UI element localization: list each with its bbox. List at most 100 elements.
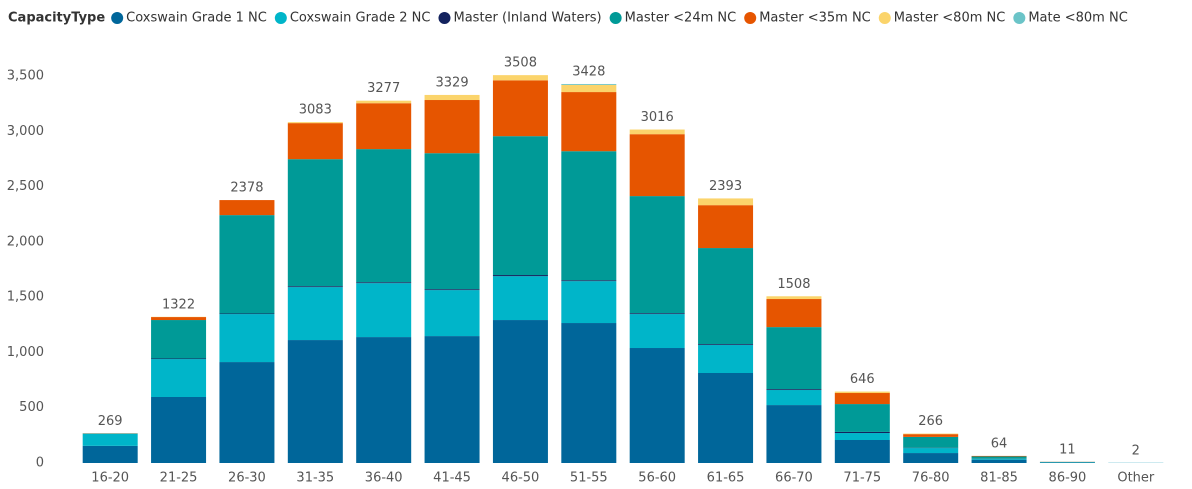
- total-label: 11: [1059, 442, 1076, 457]
- y-tick-label: 500: [19, 400, 44, 415]
- bar-segment: [629, 196, 685, 314]
- bar-segment: [219, 313, 275, 315]
- bar-segment: [219, 314, 275, 363]
- bar-segment: [424, 289, 480, 291]
- bar-segment: [834, 431, 890, 434]
- x-tick-label: 21-25: [160, 471, 198, 486]
- total-label: 1508: [777, 277, 810, 292]
- x-tick-label: 81-85: [980, 471, 1018, 486]
- total-label: 2378: [230, 181, 263, 196]
- x-tick-label: Other: [1117, 471, 1155, 486]
- x-tick-label: 31-35: [296, 471, 334, 486]
- bar-segment: [698, 248, 754, 345]
- bar-segment: [561, 281, 617, 324]
- bar-segment: [629, 134, 685, 197]
- bar-segment: [219, 200, 275, 216]
- bar-segment: [424, 336, 480, 463]
- bar-segment: [492, 276, 548, 321]
- bar-segment: [424, 290, 480, 337]
- bar-segment: [903, 448, 959, 454]
- bar-segment: [698, 373, 754, 463]
- legend-swatch: [111, 12, 124, 24]
- bar-segment: [698, 344, 754, 346]
- x-tick-label: 86-90: [1049, 471, 1087, 486]
- bar-segment: [561, 84, 617, 93]
- x-tick-label: 16-20: [91, 471, 129, 486]
- bar-segment: [903, 453, 959, 463]
- y-tick-label: 1,000: [7, 345, 44, 360]
- legend-swatch: [274, 12, 287, 24]
- bar-segment: [766, 296, 822, 300]
- bar-segment: [629, 313, 685, 315]
- y-tick-label: 1,500: [7, 290, 44, 305]
- bar-segment: [356, 337, 412, 463]
- bar-segment: [287, 123, 343, 160]
- total-label: 3277: [367, 81, 400, 96]
- bar-segment: [698, 198, 754, 206]
- bar-segment: [82, 445, 138, 463]
- bar-segment: [698, 205, 754, 249]
- x-tick-label: 56-60: [638, 471, 676, 486]
- bar-segment: [151, 396, 207, 463]
- legend-swatch: [1013, 12, 1026, 24]
- bar-segment: [971, 458, 1027, 460]
- bar-segment: [492, 75, 548, 81]
- bar-segment: [219, 362, 275, 463]
- bar-segment: [287, 287, 343, 341]
- legend-label: Master <24m NC: [625, 11, 737, 26]
- bar-segment: [287, 159, 343, 287]
- total-label: 2: [1132, 443, 1140, 458]
- total-label: 266: [918, 414, 943, 429]
- total-label: 2393: [709, 179, 742, 194]
- bar-segment: [766, 299, 822, 328]
- y-tick-label: 0: [36, 456, 44, 471]
- bar-segment: [903, 433, 959, 435]
- bar-segment: [834, 404, 890, 432]
- bar-segment: [492, 320, 548, 463]
- bar-segment: [766, 389, 822, 391]
- bar-segment: [151, 320, 207, 359]
- bar-segment: [971, 459, 1027, 463]
- bar-segment: [834, 440, 890, 463]
- bar-segment: [424, 153, 480, 290]
- bar-segment: [287, 286, 343, 288]
- x-tick-label: 26-30: [228, 471, 266, 486]
- bar-segment: [629, 314, 685, 349]
- bar-segment: [424, 100, 480, 154]
- legend-label: Master <80m NC: [894, 11, 1006, 26]
- total-label: 269: [98, 414, 123, 429]
- bar-segment: [903, 434, 959, 437]
- bar-segment: [287, 122, 343, 124]
- bar-segment: [287, 340, 343, 463]
- total-label: 64: [991, 436, 1008, 451]
- bar-segment: [766, 405, 822, 463]
- legend-swatch: [609, 12, 622, 24]
- bar-segment: [561, 92, 617, 152]
- y-tick-label: 2,000: [7, 234, 44, 249]
- legend-label: Coxswain Grade 2 NC: [290, 11, 431, 26]
- bar-segment: [903, 436, 959, 448]
- bar-segment: [971, 456, 1027, 459]
- bar-segment: [356, 282, 412, 284]
- x-tick-label: 41-45: [433, 471, 471, 486]
- bar-segment: [151, 359, 207, 397]
- x-tick-label: 71-75: [843, 471, 881, 486]
- bar-segment: [629, 348, 685, 463]
- legend-swatch: [878, 12, 891, 24]
- legend-label: Coxswain Grade 1 NC: [126, 11, 267, 26]
- total-label: 1322: [162, 297, 195, 312]
- bar-segment: [356, 103, 412, 150]
- y-tick-label: 3,500: [7, 69, 44, 84]
- legend-label: Master <35m NC: [759, 11, 871, 26]
- total-label: 3083: [299, 103, 332, 118]
- bar-segment: [766, 390, 822, 406]
- bar-segment: [834, 433, 890, 441]
- bar-segment: [356, 100, 412, 104]
- bar-segment: [629, 129, 685, 135]
- y-tick-label: 3,000: [7, 124, 44, 139]
- bar-segment: [766, 327, 822, 390]
- legend-label: Mate <80m NC: [1028, 11, 1127, 26]
- bar-segment: [561, 280, 617, 282]
- total-label: 3428: [572, 64, 605, 79]
